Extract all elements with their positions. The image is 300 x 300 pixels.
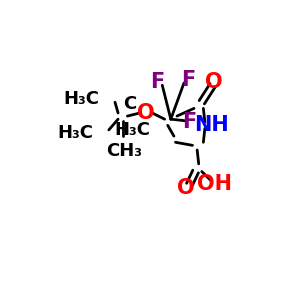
Text: C: C [123, 95, 136, 113]
Text: F: F [182, 112, 197, 132]
Text: H₃C: H₃C [57, 124, 93, 142]
Text: NH: NH [194, 115, 229, 135]
Text: H₃C: H₃C [114, 121, 150, 139]
Text: O: O [137, 103, 155, 123]
Text: CH₃: CH₃ [106, 142, 142, 160]
Text: O: O [178, 178, 195, 198]
Text: OH: OH [197, 174, 232, 194]
Text: F: F [182, 70, 196, 90]
Text: F: F [151, 72, 165, 92]
Text: H₃C: H₃C [64, 90, 100, 108]
Text: O: O [206, 72, 223, 92]
